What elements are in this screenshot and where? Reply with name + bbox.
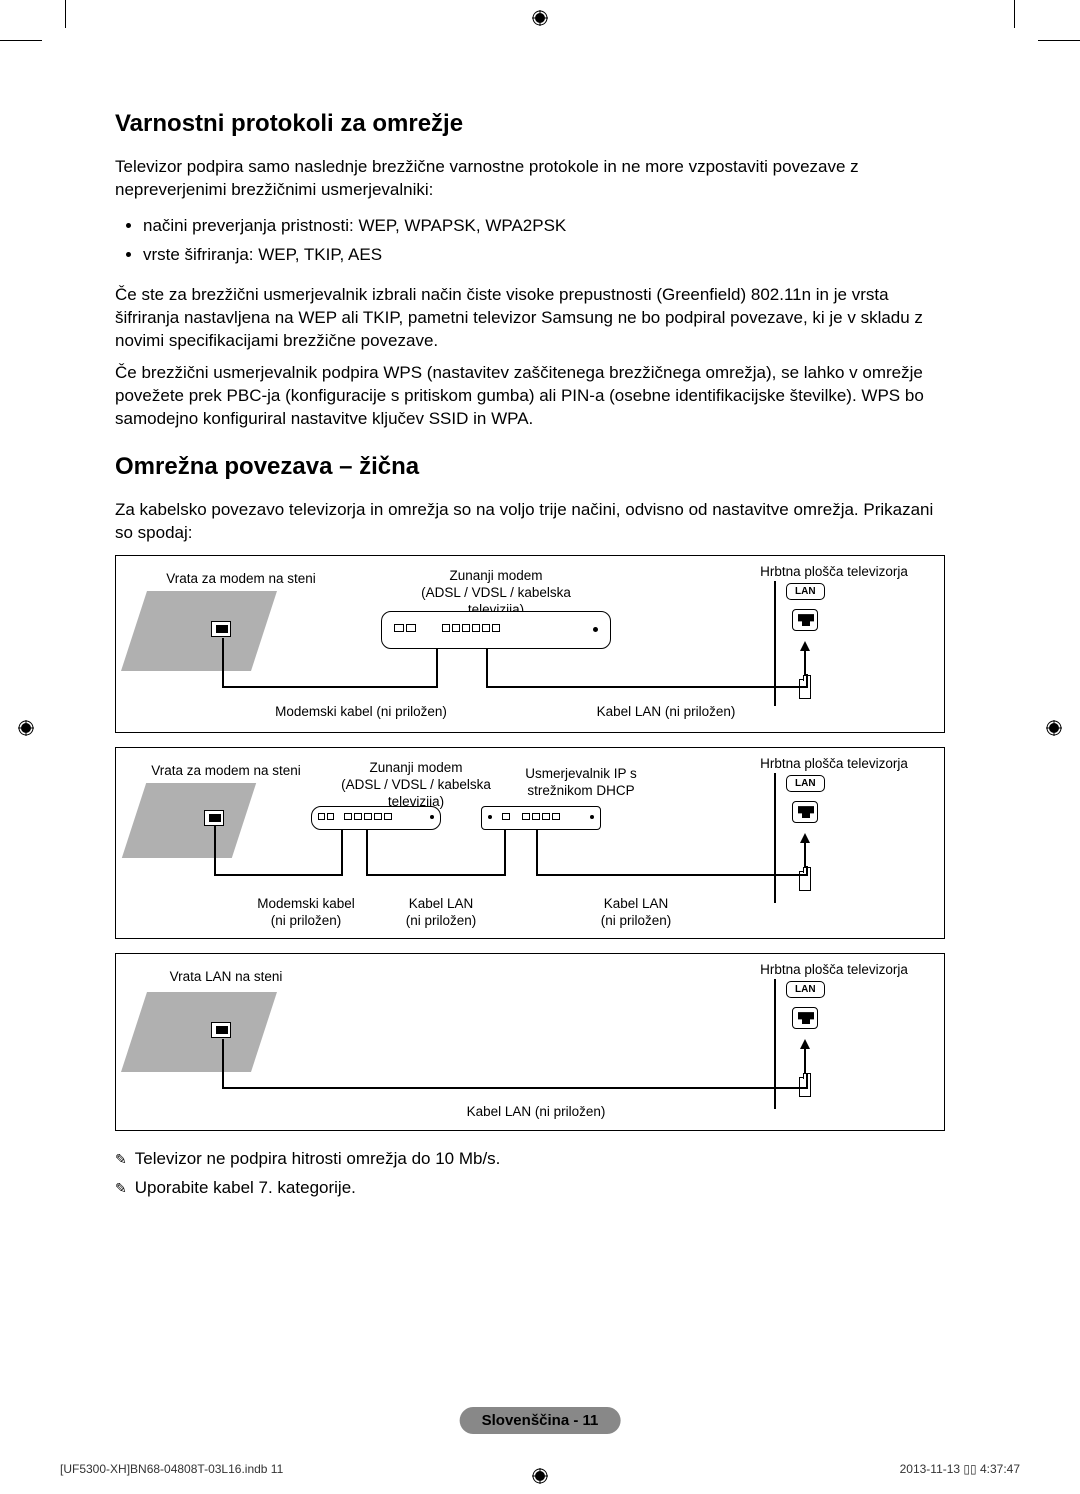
- lan-port-icon: [792, 1007, 818, 1029]
- footer-filename: [UF5300-XH]BN68-04808T-03L16.indb 11: [60, 1462, 283, 1476]
- wall-icon: [122, 783, 256, 858]
- paragraph: Če ste za brezžični usmerjevalnik izbral…: [115, 284, 945, 353]
- note-item: ✎ Televizor ne podpira hitrosti omrežja …: [115, 1145, 945, 1174]
- print-mark-bottom: [532, 1468, 548, 1484]
- wall-label: Vrata LAN na steni: [141, 969, 311, 986]
- arrow-icon: [800, 641, 810, 651]
- diagram-wired-2: Vrata za modem na steni Zunanji modem (A…: [115, 747, 945, 939]
- crop-mark: [0, 40, 42, 41]
- tv-back-panel: LAN: [774, 773, 914, 903]
- diagram-wired-1: Vrata za modem na steni Zunanji modem (A…: [115, 555, 945, 733]
- wall-label: Vrata za modem na steni: [141, 763, 311, 780]
- note-item: ✎ Uporabite kabel 7. kategorije.: [115, 1174, 945, 1203]
- lan-label: LAN: [786, 981, 825, 998]
- page-content: Varnostni protokoli za omrežje Televizor…: [115, 110, 945, 1203]
- paragraph: Za kabelsko povezavo televizorja in omre…: [115, 499, 945, 545]
- lan-label: LAN: [786, 775, 825, 792]
- router-sub: strežnikom DHCP: [527, 783, 634, 798]
- router-icon: [481, 806, 601, 830]
- footer-timestamp: 2013-11-13 ▯▯ 4:37:47: [900, 1462, 1020, 1476]
- bullet-item: vrste šifriranja: WEP, TKIP, AES: [143, 241, 945, 270]
- tv-label: Hrbtna plošča televizorja: [744, 564, 924, 581]
- note-text: Uporabite kabel 7. kategorije.: [135, 1174, 356, 1203]
- diagram-wired-3: Vrata LAN na steni Hrbtna plošča televiz…: [115, 953, 945, 1131]
- crop-mark: [1014, 0, 1015, 28]
- lan-port-icon: [792, 801, 818, 823]
- modem-sub: (ADSL / VDSL / kabelska televizija): [341, 777, 491, 809]
- note-text: Televizor ne podpira hitrosti omrežja do…: [135, 1145, 501, 1174]
- arrow-icon: [800, 833, 810, 843]
- wall-port-icon: [211, 1022, 231, 1038]
- tv-back-panel: LAN: [774, 979, 914, 1109]
- wall-port-icon: [211, 621, 231, 637]
- print-mark-top: [532, 10, 548, 26]
- modem-title: Zunanji modem: [449, 568, 542, 583]
- cable-label: Kabel LAN(ni priložen): [381, 896, 501, 930]
- paragraph: Če brezžični usmerjevalnik podpira WPS (…: [115, 362, 945, 431]
- notes-list: ✎ Televizor ne podpira hitrosti omrežja …: [115, 1145, 945, 1203]
- bullet-list: načini preverjanja pristnosti: WEP, WPAP…: [143, 212, 945, 270]
- print-mark-left: [18, 720, 34, 736]
- page-number-pill: Slovenščina - 11: [460, 1407, 621, 1434]
- section-heading-security: Varnostni protokoli za omrežje: [115, 110, 945, 138]
- tv-label: Hrbtna plošča televizorja: [744, 756, 924, 773]
- paragraph: Televizor podpira samo naslednje brezžič…: [115, 156, 945, 202]
- lan-label: LAN: [786, 583, 825, 600]
- cable-label: Kabel LAN(ni priložen): [576, 896, 696, 930]
- cable-plug-icon: [799, 679, 811, 699]
- wall-port-icon: [204, 810, 224, 826]
- bullet-item: načini preverjanja pristnosti: WEP, WPAP…: [143, 212, 945, 241]
- cable-label: Kabel LAN (ni priložen): [566, 704, 766, 721]
- router-label: Usmerjevalnik IP s strežnikom DHCP: [506, 766, 656, 800]
- section-heading-wired: Omrežna povezava – žična: [115, 453, 945, 481]
- cable-label: Modemski kabel (ni priložen): [261, 704, 461, 721]
- lan-port-icon: [792, 609, 818, 631]
- modem-icon: [381, 611, 611, 649]
- arrow-icon: [800, 1039, 810, 1049]
- tv-label: Hrbtna plošča televizorja: [744, 962, 924, 979]
- wall-icon: [121, 591, 277, 671]
- crop-mark: [65, 0, 66, 28]
- note-icon: ✎: [115, 1177, 127, 1206]
- note-icon: ✎: [115, 1148, 127, 1177]
- modem-label: Zunanji modem (ADSL / VDSL / kabelska te…: [316, 760, 516, 811]
- modem-icon: [311, 806, 441, 830]
- cable-label: Kabel LAN (ni priložen): [436, 1104, 636, 1121]
- modem-title: Zunanji modem: [369, 760, 462, 775]
- print-mark-right: [1046, 720, 1062, 736]
- wall-icon: [121, 992, 277, 1072]
- crop-mark: [1038, 40, 1080, 41]
- wall-label: Vrata za modem na steni: [151, 571, 331, 588]
- router-title: Usmerjevalnik IP s: [525, 766, 637, 781]
- cable-label: Modemski kabel(ni priložen): [236, 896, 376, 930]
